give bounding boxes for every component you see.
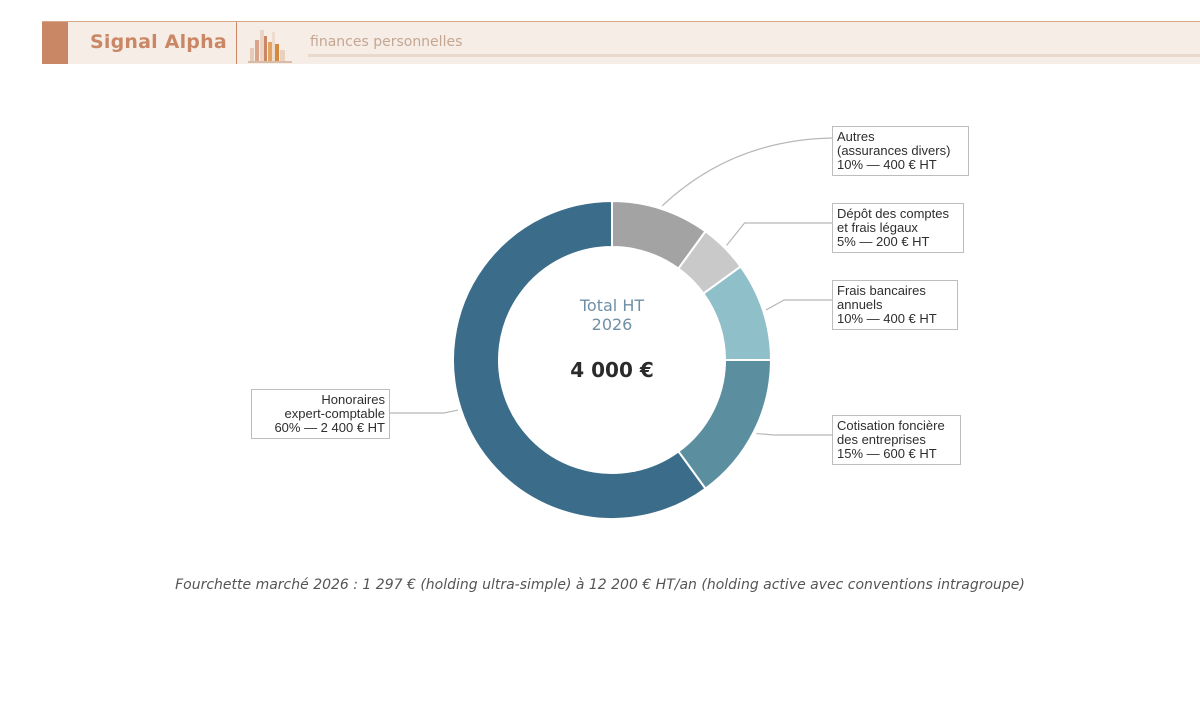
donut-center-title-line1: Total HT [579, 296, 645, 315]
donut-center-title: Total HT 2026 [552, 296, 672, 334]
leader-line-3 [756, 432, 832, 436]
slice-label-value-3: 15% — 600 € HT [837, 446, 937, 461]
slice-label-name-2-0: Frais bancaires [837, 283, 926, 298]
donut-center-value: 4 000 € [570, 358, 654, 382]
bar-chart-icon [248, 30, 292, 63]
slice-label-name-3-0: Cotisation foncière [837, 418, 945, 433]
leader-line-4 [390, 409, 459, 414]
donut-center-title-line2: 2026 [591, 315, 633, 334]
slice-label-name-2-1: annuels [837, 297, 883, 312]
slice-label-value-1: 5% — 200 € HT [837, 234, 930, 249]
slice-label-name-4-1: expert-comptable [284, 406, 385, 421]
slice-label-2: Frais bancaires annuels 10% — 400 € HT [832, 280, 958, 330]
footnote: Fourchette marché 2026 : 1 297 € (holdin… [175, 577, 1025, 593]
tagline-rule [308, 54, 1200, 57]
slice-label-value-2: 10% — 400 € HT [837, 311, 937, 326]
slice-label-name-0-1: (assurances divers) [837, 143, 951, 158]
slice-label-4: Honoraires expert-comptable 60% — 2 400 € … [251, 389, 390, 439]
tagline: finances personnelles [310, 34, 463, 50]
donut-chart [390, 137, 833, 520]
leader-line-0 [661, 137, 833, 207]
slice-label-name-1-1: et frais légaux [837, 220, 918, 235]
donut-slice-4[interactable] [452, 199, 707, 520]
slice-label-value-0: 10% — 400 € HT [837, 157, 937, 172]
header-accent [42, 22, 68, 64]
slice-label-name-3-1: des entreprises [837, 432, 926, 447]
slice-label-1: Dépôt des comptes et frais légaux 5% — 200… [832, 203, 964, 253]
slice-label-name-4-0: Honoraires [321, 392, 385, 407]
brand-name[interactable]: Signal Alpha [90, 31, 227, 53]
header-bar: Signal Alpha finances personnelles [42, 21, 1200, 64]
slice-label-name-0-0: Autres [837, 129, 875, 144]
slice-label-3: Cotisation foncière des entreprises 15% — … [832, 415, 961, 465]
slice-label-value-4: 60% — 2 400 € HT [274, 420, 385, 435]
slice-label-name-1-0: Dépôt des comptes [837, 206, 950, 221]
leader-line-1 [726, 222, 832, 246]
leader-line-2 [765, 299, 832, 311]
slice-label-0: Autres (assurances divers) 10% — 400 € HT [832, 126, 969, 176]
header-divider [236, 22, 237, 64]
